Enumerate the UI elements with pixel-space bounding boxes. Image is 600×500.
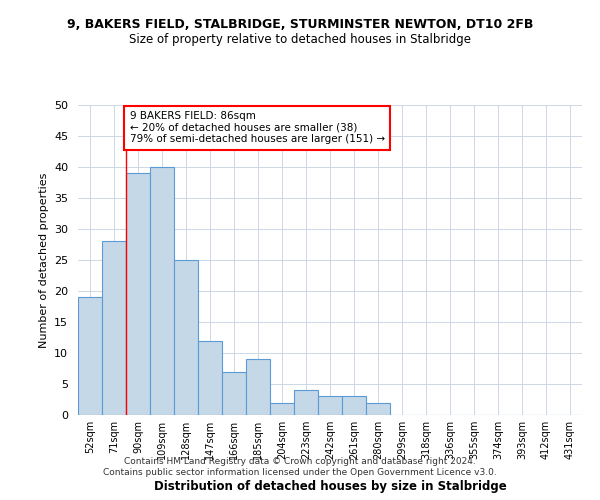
Bar [318, 396, 342, 415]
Bar [366, 402, 390, 415]
Bar [198, 340, 222, 415]
Text: 9, BAKERS FIELD, STALBRIDGE, STURMINSTER NEWTON, DT10 2FB: 9, BAKERS FIELD, STALBRIDGE, STURMINSTER… [67, 18, 533, 30]
Y-axis label: Number of detached properties: Number of detached properties [38, 172, 49, 348]
Bar [150, 167, 174, 415]
Bar [342, 396, 366, 415]
Bar [78, 297, 102, 415]
Bar [270, 402, 294, 415]
Text: Size of property relative to detached houses in Stalbridge: Size of property relative to detached ho… [129, 32, 471, 46]
Bar [102, 242, 126, 415]
Text: Contains HM Land Registry data © Crown copyright and database right 2024.
Contai: Contains HM Land Registry data © Crown c… [103, 458, 497, 477]
Text: Distribution of detached houses by size in Stalbridge: Distribution of detached houses by size … [154, 480, 506, 493]
Text: 9 BAKERS FIELD: 86sqm
← 20% of detached houses are smaller (38)
79% of semi-deta: 9 BAKERS FIELD: 86sqm ← 20% of detached … [130, 111, 385, 144]
Bar [222, 372, 246, 415]
Bar [294, 390, 318, 415]
Bar [246, 359, 270, 415]
Bar [126, 173, 150, 415]
Bar [174, 260, 198, 415]
